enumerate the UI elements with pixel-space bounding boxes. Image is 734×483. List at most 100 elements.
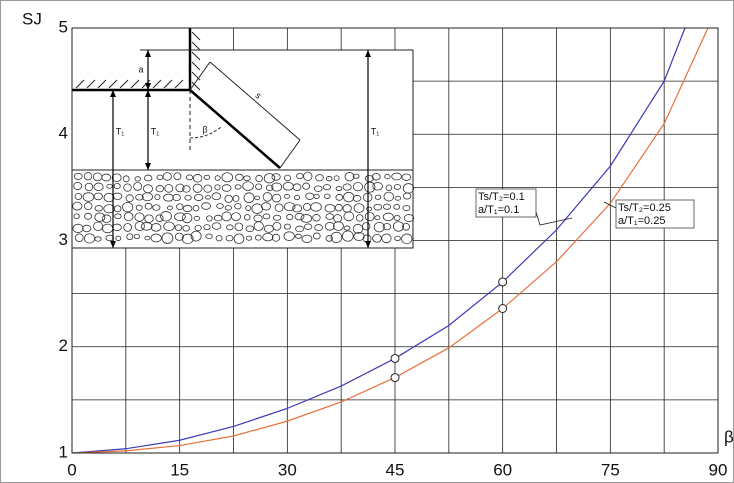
rubble — [373, 203, 383, 211]
rubble — [82, 224, 92, 233]
rubble — [135, 204, 143, 211]
rubble — [115, 235, 122, 241]
rubble — [113, 205, 122, 213]
rubble — [384, 174, 391, 180]
marker — [390, 373, 400, 383]
rubble — [175, 183, 185, 193]
rubble — [245, 205, 252, 211]
rubble — [352, 182, 364, 192]
rubble — [161, 232, 174, 244]
rubble — [126, 233, 134, 241]
rubble — [313, 232, 321, 240]
rubble — [134, 176, 142, 182]
x-tick-label: 90 — [709, 460, 728, 479]
rubble — [254, 195, 261, 201]
x-axis-label: β — [724, 427, 734, 446]
rubble — [334, 203, 343, 212]
rubble — [262, 213, 271, 220]
rubble — [181, 233, 194, 245]
rubble — [163, 221, 175, 231]
rubble — [391, 172, 402, 181]
rubble — [322, 184, 332, 191]
rubble — [84, 182, 94, 192]
rubble — [330, 231, 343, 244]
rubble — [394, 195, 402, 201]
rubble — [352, 194, 362, 202]
rubble — [184, 194, 192, 201]
legend-entry: Ts/T₂=0.25a/T₁=0.25 — [603, 199, 695, 229]
rubble — [155, 185, 165, 193]
rubble — [203, 174, 211, 180]
rubble — [342, 230, 354, 242]
inset-label: T₁ — [116, 126, 125, 136]
x-tick-label: 30 — [278, 460, 297, 479]
rubble — [333, 214, 343, 223]
rubble — [74, 233, 84, 242]
inset-diagram: a T₁ T₁ s β T₁ — [71, 28, 415, 249]
rubble — [294, 212, 305, 221]
rubble — [393, 184, 402, 190]
arrowhead — [365, 50, 371, 57]
rubble — [93, 192, 103, 201]
hatch — [108, 79, 118, 89]
rubble — [245, 225, 255, 233]
rubble — [192, 183, 203, 193]
rubble — [185, 174, 194, 181]
rubble — [214, 184, 221, 191]
rubble — [123, 223, 133, 232]
rubble — [313, 193, 320, 200]
rubble — [295, 225, 305, 233]
rubble — [103, 192, 115, 203]
leader — [603, 201, 617, 209]
rubble — [221, 184, 232, 192]
hatch — [191, 31, 201, 41]
rubble — [163, 193, 174, 202]
rubble — [343, 225, 351, 231]
rubble — [211, 192, 222, 201]
arrowhead — [110, 90, 116, 97]
inset-label: a — [138, 64, 143, 74]
rubble — [403, 214, 415, 223]
rubble — [372, 233, 382, 243]
rubble — [364, 211, 375, 222]
rubble — [383, 203, 391, 210]
rubble — [93, 182, 104, 191]
rubble — [292, 183, 302, 191]
rubble — [133, 233, 141, 240]
rubble — [234, 222, 244, 232]
rubble — [344, 172, 355, 182]
rubble — [262, 192, 273, 202]
rubble — [140, 222, 153, 231]
hatch — [75, 79, 85, 89]
rubble — [122, 175, 130, 183]
rubble — [211, 222, 222, 230]
rubble — [190, 230, 202, 242]
rubble — [205, 195, 211, 200]
y-tick-label: 5 — [59, 17, 68, 36]
y-tick-label: 4 — [59, 124, 68, 143]
rubble — [233, 233, 245, 245]
legend-label: Ts/T₂=0.1 — [478, 191, 525, 203]
rubble — [101, 214, 112, 223]
arrowhead — [145, 83, 151, 90]
rubble — [371, 173, 381, 181]
y-tick-label: 3 — [59, 230, 68, 249]
hatch — [130, 79, 140, 89]
rubble — [271, 193, 282, 203]
rubble — [243, 192, 255, 204]
rubble — [135, 194, 144, 201]
rubble — [174, 232, 184, 241]
rubble — [366, 206, 373, 212]
rubble — [133, 182, 143, 191]
rubble — [310, 202, 322, 212]
rubble — [355, 214, 364, 222]
slope-dim — [279, 139, 301, 169]
rubble — [381, 233, 392, 244]
rubble — [352, 173, 360, 179]
arrowhead — [365, 241, 371, 248]
rubble — [255, 174, 263, 183]
rubble — [394, 235, 401, 242]
y-axis-label: SJ — [22, 9, 42, 28]
rubble — [401, 173, 412, 181]
rubble — [84, 212, 92, 220]
